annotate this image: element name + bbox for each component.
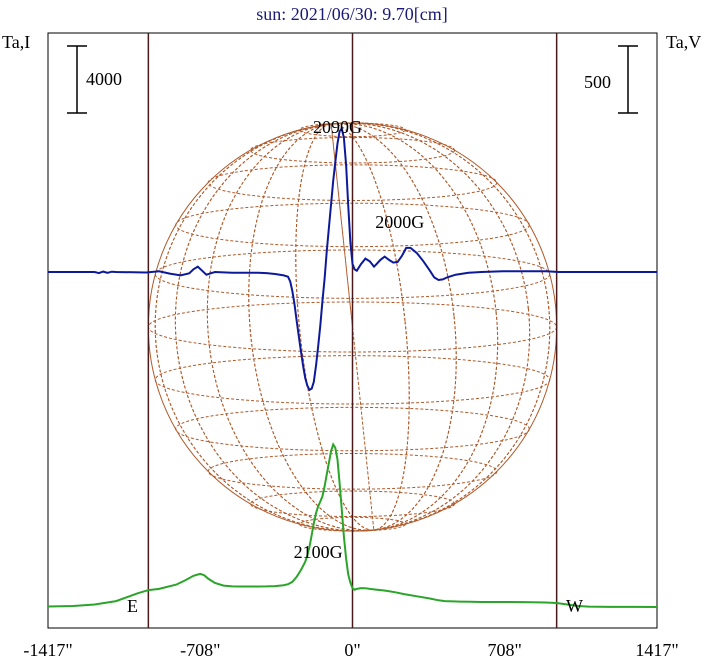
- right-scale-label: 500: [584, 72, 611, 92]
- x-tick-label: -708": [180, 640, 220, 660]
- left-axis-label: Ta,I: [2, 32, 30, 52]
- longitude-line: [295, 123, 410, 531]
- right-axis-label: Ta,V: [666, 32, 701, 52]
- longitude-line: [174, 122, 531, 532]
- field-annotations: 2090G 2000G 2100G: [294, 117, 425, 562]
- annotation-label: 2100G: [294, 542, 343, 562]
- x-tick-label: 0": [344, 640, 360, 660]
- series-line-v: [48, 126, 657, 392]
- annotation-label: 2000G: [375, 212, 424, 232]
- x-tick-labels: -1417" -708" 0" 708" 1417": [23, 640, 678, 660]
- right-scale-bar: [618, 45, 638, 114]
- annotation-label: 2090G: [313, 117, 362, 137]
- west-label: W: [566, 596, 583, 616]
- chart-title: sun: 2021/06/30: 9.70[cm]: [256, 4, 448, 24]
- left-scale-bar: [67, 45, 87, 114]
- series-line-i: [47, 442, 658, 608]
- x-tick-label: -1417": [23, 640, 72, 660]
- east-label: E: [127, 596, 138, 616]
- x-tick-label: 1417": [635, 640, 678, 660]
- series-lines: [47, 126, 658, 608]
- left-scale-label: 4000: [86, 69, 122, 89]
- longitude-line: [154, 122, 551, 532]
- x-tick-label: 708": [487, 640, 521, 660]
- plot-frame: [47, 32, 658, 629]
